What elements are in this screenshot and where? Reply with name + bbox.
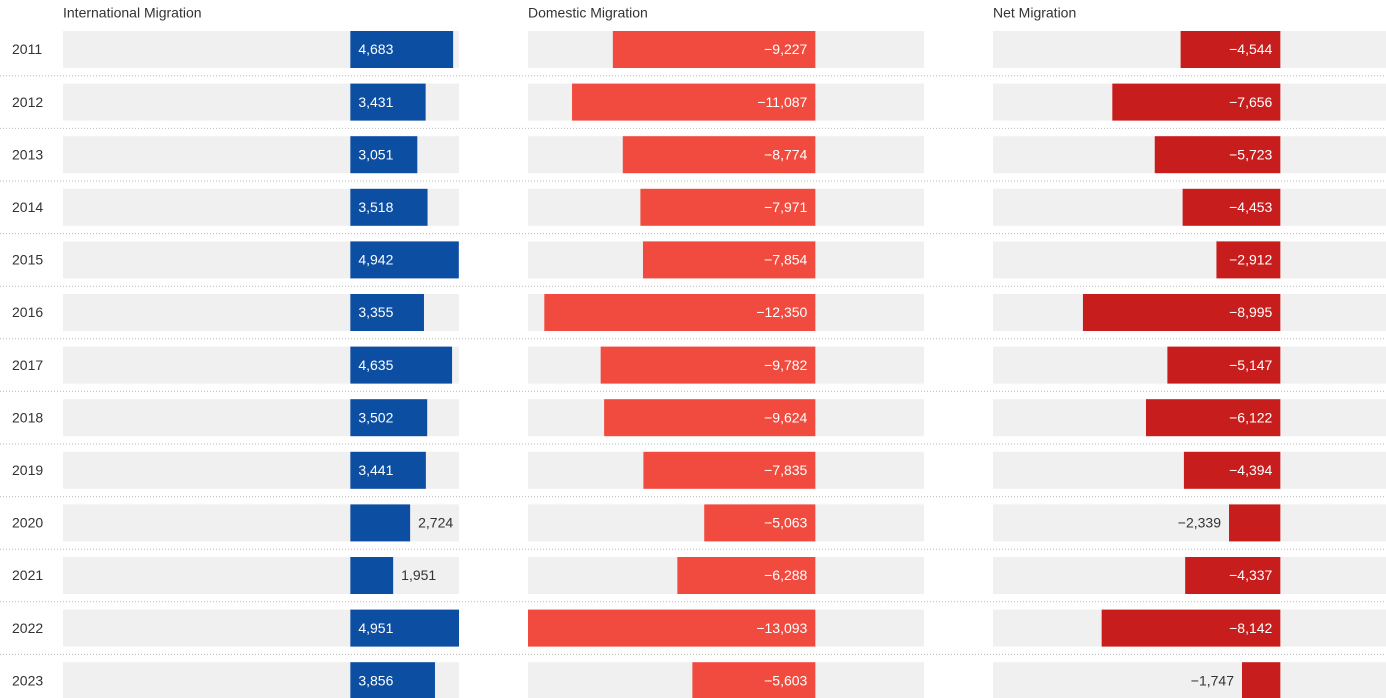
value-label: −5,723 [1229, 146, 1272, 162]
bar [1101, 609, 1281, 647]
value-label: −6,288 [764, 567, 807, 583]
row-label: 2017 [12, 357, 43, 373]
bar [622, 136, 816, 174]
bar [643, 451, 816, 489]
row-label: 2016 [12, 304, 43, 320]
bar [1145, 399, 1281, 437]
value-label: 3,441 [358, 462, 393, 478]
bar [350, 662, 435, 698]
bar [350, 451, 426, 489]
value-label: 3,051 [358, 146, 393, 162]
bar [1082, 294, 1281, 331]
bar [704, 504, 816, 542]
value-label: 2,724 [418, 515, 453, 531]
value-label: −6,122 [1229, 409, 1272, 425]
bar-background [993, 241, 1386, 279]
bar [1154, 136, 1281, 174]
value-label: −9,782 [764, 357, 807, 373]
bar [677, 557, 816, 594]
row-label: 2023 [12, 672, 43, 688]
panel-title: Net Migration [993, 5, 1076, 21]
value-label: 3,856 [358, 672, 393, 688]
value-label: −8,774 [764, 146, 807, 162]
row-label: 2015 [12, 252, 43, 268]
bar [350, 136, 418, 174]
value-label: 4,683 [358, 41, 393, 57]
value-label: −5,063 [764, 515, 807, 531]
bar [1167, 346, 1281, 384]
value-label: 4,635 [358, 357, 393, 373]
bar [528, 609, 816, 647]
bar [350, 399, 428, 437]
value-label: −4,544 [1229, 41, 1272, 57]
row-label: 2011 [12, 41, 42, 57]
bar [1183, 451, 1281, 489]
value-label: 3,431 [358, 94, 393, 110]
bar [1180, 31, 1281, 68]
panel-title: International Migration [63, 5, 202, 21]
value-label: −5,147 [1229, 357, 1272, 373]
value-label: 4,951 [358, 620, 393, 636]
bar [1112, 83, 1281, 121]
bar [1242, 662, 1281, 698]
value-label: −11,087 [757, 94, 807, 110]
value-label: 3,518 [358, 199, 393, 215]
bar [572, 83, 816, 121]
value-label: −9,227 [764, 41, 807, 57]
bar-background [993, 662, 1386, 698]
bar [642, 241, 816, 279]
panel-title: Domestic Migration [528, 5, 648, 21]
value-label: −8,995 [1229, 304, 1272, 320]
bar [350, 294, 424, 331]
value-label: −13,093 [756, 620, 807, 636]
value-label: 3,502 [358, 409, 393, 425]
value-label: −7,971 [764, 199, 807, 215]
bar [350, 557, 394, 594]
value-label: −4,337 [1229, 567, 1272, 583]
bar [604, 399, 816, 437]
bar-background [63, 557, 459, 594]
value-label: −2,912 [1229, 252, 1272, 268]
value-label: −4,453 [1229, 199, 1272, 215]
bar [692, 662, 816, 698]
bar [350, 83, 426, 121]
value-label: −7,656 [1229, 94, 1272, 110]
row-label: 2014 [12, 199, 43, 215]
bar [544, 294, 816, 331]
bar [350, 609, 459, 647]
row-label: 2013 [12, 146, 43, 162]
bar [1185, 557, 1281, 594]
bar [350, 31, 454, 68]
row-label: 2021 [12, 567, 43, 583]
bar [350, 188, 428, 226]
bar [350, 504, 411, 542]
value-label: −8,142 [1229, 620, 1272, 636]
row-label: 2022 [12, 620, 43, 636]
row-label: 2020 [12, 515, 43, 531]
bar [1229, 504, 1281, 542]
value-label: −1,747 [1191, 672, 1234, 688]
value-label: 1,951 [401, 567, 436, 583]
value-label: −5,603 [764, 672, 807, 688]
bar [640, 188, 816, 226]
value-label: 3,355 [358, 304, 393, 320]
row-label: 2012 [12, 94, 43, 110]
value-label: −7,854 [764, 252, 807, 268]
row-label: 2018 [12, 409, 43, 425]
bar [1182, 188, 1281, 226]
bar [350, 241, 459, 279]
value-label: 4,942 [358, 252, 393, 268]
bar [350, 346, 453, 384]
value-label: −7,835 [764, 462, 807, 478]
row-label: 2019 [12, 462, 43, 478]
bar [1216, 241, 1281, 279]
value-label: −4,394 [1229, 462, 1272, 478]
value-label: −2,339 [1178, 515, 1221, 531]
bar-background [993, 504, 1386, 542]
bar [612, 31, 816, 68]
bar [600, 346, 816, 384]
value-label: −12,350 [756, 304, 807, 320]
value-label: −9,624 [764, 409, 807, 425]
